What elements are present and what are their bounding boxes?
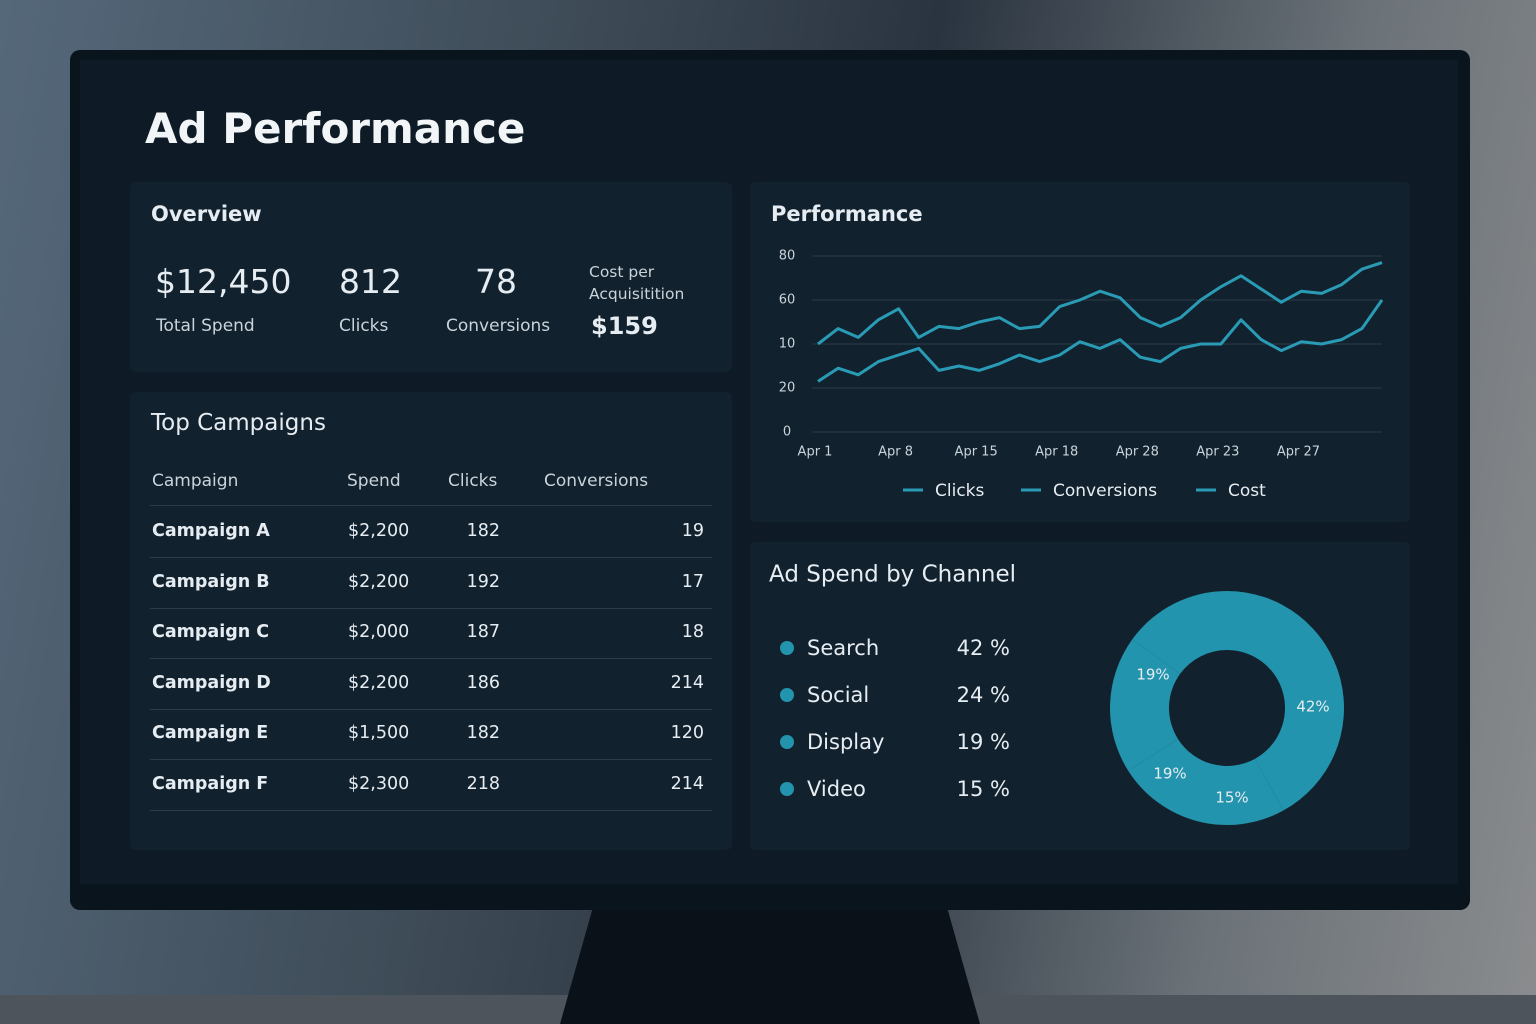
row-rule: [150, 708, 712, 710]
x-tick-label: Apr 27: [1277, 445, 1320, 460]
table-cell: Campaign C: [152, 622, 270, 642]
metric-label: Clicks: [339, 316, 389, 336]
legend-dot: [780, 688, 794, 702]
y-tick-label: 10: [779, 337, 796, 352]
row-rule: [150, 759, 712, 760]
row-rule: [150, 809, 712, 811]
metric-label: Conversions: [446, 316, 551, 336]
metric-label: Cost per Acquisitition: [589, 263, 685, 303]
legend-label: Social: [807, 683, 869, 707]
panel-title: Overview: [151, 202, 262, 226]
legend-value: 42 %: [957, 636, 1010, 660]
legend-label: Display: [807, 730, 884, 754]
x-tick-label: Apr 1: [798, 445, 833, 460]
table-cell: Campaign F: [152, 773, 269, 794]
legend-label: Search: [807, 636, 879, 660]
x-tick-label: Apr 18: [1035, 445, 1078, 460]
metric-value: $159: [591, 312, 658, 340]
header-rule: [150, 505, 712, 506]
y-tick-label: 60: [779, 293, 796, 308]
panel-title: Top Campaigns: [151, 410, 326, 436]
metric-value: $12,450: [155, 262, 292, 301]
table-cell: $1,500: [348, 723, 410, 743]
metric-value: 812: [339, 262, 402, 301]
donut-slice: [1110, 639, 1181, 771]
x-tick-label: Apr 15: [955, 445, 998, 460]
table-cell: Campaign E: [152, 723, 269, 743]
table-cell: $2,300: [348, 773, 410, 794]
dashboard-title: Ad Performance: [145, 104, 526, 153]
column-header: Spend: [347, 471, 401, 491]
slice-label: 15%: [1215, 789, 1248, 807]
legend-dot: [780, 641, 794, 655]
metric-label: Total Spend: [156, 316, 255, 336]
legend-dot: [780, 735, 794, 749]
legend-value: 24 %: [957, 683, 1010, 707]
table-cell: 192: [466, 571, 500, 592]
table-cell: 218: [466, 773, 500, 794]
column-header: Clicks: [448, 471, 498, 491]
performance-panel: [750, 182, 1410, 522]
donut-slice: [1128, 739, 1284, 826]
overview-panel: [130, 182, 732, 372]
campaigns-panel: [130, 392, 732, 850]
slice-label: 42%: [1296, 698, 1329, 716]
table-cell: 214: [670, 773, 704, 794]
series-line: [817, 261, 1383, 346]
table-cell: $2,200: [348, 672, 410, 693]
monitor-stand: [560, 905, 980, 1024]
table-cell: 182: [466, 723, 500, 743]
legend-label: Video: [807, 777, 866, 801]
x-tick-label: Apr 8: [878, 445, 913, 460]
x-tick-label: Apr 28: [1116, 445, 1159, 460]
table-cell: Campaign B: [152, 571, 270, 592]
table-cell: 187: [466, 622, 500, 642]
table-cell: $2,200: [348, 571, 410, 592]
row-rule: [150, 557, 712, 558]
column-header: Campaign: [152, 471, 239, 491]
row-rule: [150, 607, 712, 609]
series-line: [817, 299, 1384, 383]
legend-label: Clicks: [935, 481, 985, 501]
row-rule: [150, 658, 712, 659]
metric-value: 78: [475, 262, 517, 301]
table-cell: 214: [670, 672, 704, 693]
legend-dot: [780, 782, 794, 796]
table-cell: 17: [681, 571, 704, 592]
chart-title: Ad Spend by Channel: [769, 562, 1016, 588]
donut-slice: [1227, 591, 1345, 811]
slice-label: 19%: [1153, 765, 1186, 783]
table-cell: 120: [670, 723, 704, 743]
legend-value: 15 %: [957, 777, 1010, 801]
table-cell: $2,200: [348, 521, 410, 541]
x-tick-label: Apr 23: [1196, 445, 1239, 460]
y-tick-label: 80: [779, 249, 796, 264]
slice-label: 19%: [1136, 666, 1169, 684]
table-cell: Campaign D: [152, 672, 271, 693]
table-cell: 182: [466, 521, 500, 541]
legend-value: 19 %: [957, 730, 1010, 754]
chart-title: Performance: [771, 202, 923, 226]
legend-label: Conversions: [1053, 481, 1157, 501]
table-cell: Campaign A: [152, 521, 270, 541]
y-tick-label: 20: [779, 381, 796, 396]
column-header: Conversions: [544, 471, 649, 491]
y-tick-label: 0: [783, 425, 791, 440]
table-cell: 18: [681, 622, 704, 642]
table-cell: 19: [681, 521, 704, 541]
legend-label: Cost: [1228, 481, 1266, 501]
table-cell: $2,000: [348, 622, 410, 642]
donut-slice: [1132, 591, 1227, 674]
table-cell: 186: [466, 672, 500, 693]
